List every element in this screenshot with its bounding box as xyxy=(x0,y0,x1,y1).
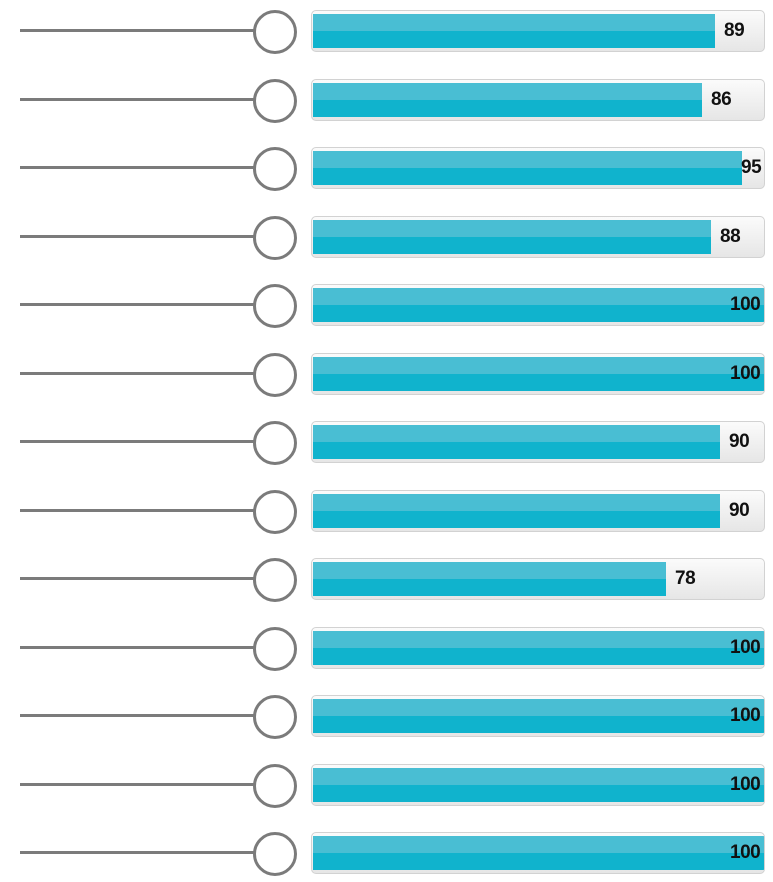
connector-line xyxy=(20,371,256,375)
bar-track xyxy=(311,78,765,121)
connector-line xyxy=(20,29,256,32)
bar-value-label: 90 xyxy=(729,499,750,521)
bar-fill xyxy=(313,288,764,322)
circle-node-icon xyxy=(253,215,297,260)
bar-track xyxy=(311,10,765,52)
bar-row: 100 xyxy=(0,282,773,328)
bar-value-label: 95 xyxy=(741,157,762,178)
bar-value-label: 78 xyxy=(675,568,696,589)
bar-row: 89 xyxy=(0,8,773,54)
bar-fill xyxy=(313,14,715,48)
circle-node-icon xyxy=(253,763,297,808)
connector-line xyxy=(20,851,256,854)
connector-line xyxy=(20,782,256,786)
circle-node-icon xyxy=(253,832,297,876)
bar-row: 100 xyxy=(0,830,773,876)
bar-row: 95 xyxy=(0,145,773,191)
circle-node-icon xyxy=(253,147,297,191)
connector-line xyxy=(20,440,256,443)
bar-row: 100 xyxy=(0,625,773,671)
bar-fill xyxy=(313,151,742,185)
bar-value-label: 100 xyxy=(730,705,761,726)
connector-line xyxy=(20,645,256,649)
bar-row: 90 xyxy=(0,488,773,534)
bar-track xyxy=(311,215,765,258)
bar-fill xyxy=(313,356,764,391)
bar-track xyxy=(311,147,765,189)
connector-line xyxy=(20,166,256,169)
connector-line xyxy=(20,714,256,717)
bar-track xyxy=(311,626,765,669)
bar-value-label: 89 xyxy=(724,20,745,41)
bar-track xyxy=(311,763,765,806)
bar-track xyxy=(311,695,765,737)
circle-node-icon xyxy=(253,421,297,465)
bar-row: 88 xyxy=(0,214,773,260)
bar-row: 100 xyxy=(0,693,773,739)
bar-row: 100 xyxy=(0,762,773,808)
circle-node-icon xyxy=(253,352,297,397)
bar-fill xyxy=(313,493,720,528)
bar-fill xyxy=(313,699,764,733)
bar-fill xyxy=(313,562,666,596)
circle-node-icon xyxy=(253,284,297,328)
connector-line xyxy=(20,97,256,101)
bar-value-label: 88 xyxy=(720,225,741,247)
connector-line xyxy=(20,234,256,238)
bar-track xyxy=(311,421,765,463)
circle-node-icon xyxy=(253,626,297,671)
circle-node-icon xyxy=(253,10,297,54)
bar-row: 86 xyxy=(0,77,773,123)
bar-track xyxy=(311,558,765,600)
bar-fill xyxy=(313,836,764,870)
circle-node-icon xyxy=(253,489,297,534)
bar-fill xyxy=(313,219,711,254)
bar-value-label: 100 xyxy=(730,842,761,863)
bar-row: 78 xyxy=(0,556,773,602)
bar-row: 90 xyxy=(0,419,773,465)
bar-value-label: 100 xyxy=(730,636,761,658)
bar-fill xyxy=(313,82,702,117)
circle-node-icon xyxy=(253,78,297,123)
bar-fill xyxy=(313,425,720,459)
connector-line xyxy=(20,303,256,306)
bar-track xyxy=(311,284,765,326)
bar-value-label: 100 xyxy=(730,362,761,384)
bar-value-label: 90 xyxy=(729,431,750,452)
connector-line xyxy=(20,577,256,580)
bar-track xyxy=(311,352,765,395)
bar-row: 100 xyxy=(0,351,773,397)
circle-node-icon xyxy=(253,695,297,739)
bar-fill xyxy=(313,767,764,802)
bar-track xyxy=(311,832,765,874)
bar-value-label: 86 xyxy=(711,88,732,110)
bar-value-label: 100 xyxy=(730,773,761,795)
bar-track xyxy=(311,489,765,532)
bar-value-label: 100 xyxy=(730,294,761,315)
bar-fill xyxy=(313,630,764,665)
connector-line xyxy=(20,508,256,512)
circle-node-icon xyxy=(253,558,297,602)
